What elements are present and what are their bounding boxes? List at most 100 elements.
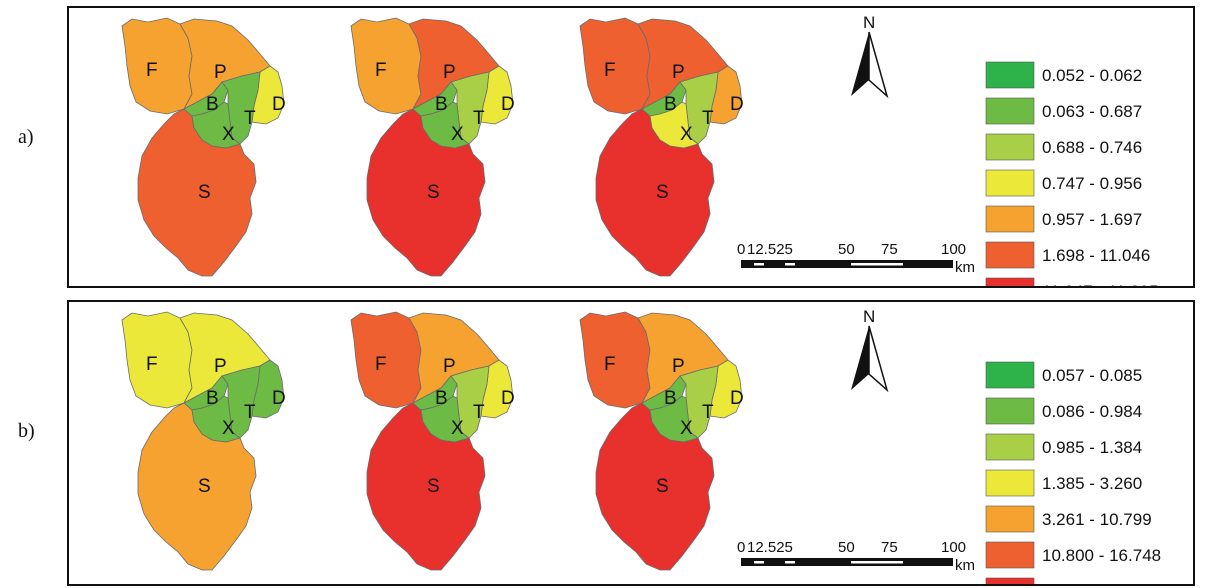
scale-unit: km (955, 557, 975, 574)
region-label-p: P (214, 356, 227, 377)
region-label-t: T (702, 108, 714, 129)
north-arrow-left (851, 32, 869, 96)
region-label-d: D (272, 94, 286, 115)
region-label-s: S (656, 182, 669, 203)
region-label-p: P (443, 62, 456, 83)
scale-tick-label: 12.525 (747, 241, 793, 258)
legend-swatch (985, 169, 1035, 197)
legend-swatch (985, 433, 1035, 461)
region-label-s: S (656, 476, 669, 497)
north-label: N (863, 307, 875, 326)
scale-tick-label: 75 (881, 241, 898, 258)
map-panel-b: F P S B D T X F P S B D T X F P S B D T X N 0.057 - 0.085 0.086… (67, 300, 1195, 586)
region-label-t: T (473, 402, 485, 423)
region-label-s: S (427, 476, 440, 497)
region-label-t: T (244, 402, 256, 423)
region-x (649, 101, 699, 149)
choropleth-map-3: F P S B DTX (579, 311, 744, 571)
legend-label: 0.985 - 1.384 (1042, 438, 1142, 457)
north-arrow-icon: N (851, 307, 889, 393)
legend-swatch (985, 205, 1035, 233)
region-label-x: X (222, 418, 235, 439)
region-label-b: B (664, 388, 677, 409)
legend-swatch (985, 277, 1035, 286)
legend-label: 0.086 - 0.984 (1042, 402, 1142, 421)
region-label-d: D (501, 94, 515, 115)
legend-swatch (985, 397, 1035, 425)
legend-label: 10.800 - 16.748 (1042, 546, 1161, 565)
legend-swatch (985, 505, 1035, 533)
region-label-t: T (473, 108, 485, 129)
region-label-p: P (443, 356, 456, 377)
legend-swatch (985, 61, 1035, 89)
north-arrow-left (851, 326, 869, 390)
legend-label: 0.747 - 0.956 (1042, 174, 1142, 193)
legend-label: 1.698 - 11.046 (1042, 246, 1150, 265)
region-label-b: B (206, 388, 219, 409)
region-x (649, 395, 699, 443)
legend: 0.057 - 0.085 0.086 - 0.984 0.985 - 1.384 1… (985, 361, 1161, 584)
region-label-d: D (730, 388, 744, 409)
region-label-b: B (206, 94, 219, 115)
north-arrow-right (868, 31, 889, 99)
choropleth-map-2: F P S B DTX (350, 311, 515, 571)
legend-swatch (985, 361, 1035, 389)
scale-tick-label: 100 (941, 241, 966, 258)
region-label-b: B (664, 94, 677, 115)
region-label-f: F (604, 60, 616, 81)
region-x (420, 101, 470, 149)
region-label-p: P (672, 356, 685, 377)
row-label-a: a) (18, 126, 34, 148)
region-label-f: F (146, 60, 158, 81)
north-arrow-right (868, 325, 889, 393)
north-arrow-icon: N (851, 13, 889, 99)
region-label-f: F (604, 354, 616, 375)
legend-label: 0.063 - 0.687 (1042, 102, 1142, 121)
scale-tick-label: 12.525 (747, 539, 793, 556)
row-label-b: b) (18, 420, 35, 442)
region-label-x: X (680, 418, 693, 439)
region-label-d: D (272, 388, 286, 409)
region-label-t: T (702, 402, 714, 423)
region-label-b: B (435, 94, 448, 115)
legend-swatch (985, 469, 1035, 497)
scale-tick-label: 0 (737, 241, 745, 258)
legend-swatch (985, 241, 1035, 269)
region-label-f: F (375, 354, 387, 375)
region-label-p: P (672, 62, 685, 83)
region-label-d: D (501, 388, 515, 409)
map-panel-a: F P S B D T X F P S B D T X F P S B D T X N 0.052 - 0.062 0.063… (67, 6, 1195, 288)
region-label-s: S (427, 182, 440, 203)
scale-tick-label: 75 (881, 539, 898, 556)
legend-label: 1.385 - 3.260 (1042, 474, 1142, 493)
choropleth-map-1: F P S B DTX (121, 17, 286, 277)
legend-label: 3.261 - 10.799 (1042, 510, 1152, 529)
scale-bar: 0 50 75 100 12.525 km (737, 241, 975, 276)
region-x (191, 101, 241, 149)
choropleth-map-1: F P S B DTX (121, 311, 286, 571)
north-label: N (863, 13, 875, 32)
scale-tick-label: 0 (737, 539, 745, 556)
legend-label: 16.749 - 22.427 (1042, 582, 1161, 584)
legend-swatch (985, 541, 1035, 569)
legend-label: 0.957 - 1.697 (1042, 210, 1142, 229)
region-label-x: X (451, 418, 464, 439)
region-label-s: S (198, 182, 211, 203)
legend-label: 11.047 - 11.895 (1042, 282, 1159, 286)
choropleth-map-3: F P S B DTX (579, 17, 744, 277)
region-label-p: P (214, 62, 227, 83)
region-label-b: B (435, 388, 448, 409)
legend-label: 0.057 - 0.085 (1042, 366, 1142, 385)
legend: 0.052 - 0.062 0.063 - 0.687 0.688 - 0.746 0… (985, 61, 1159, 286)
scale-tick-label: 50 (838, 241, 855, 258)
region-x (191, 395, 241, 443)
scale-unit: km (955, 259, 975, 276)
legend-swatch (985, 577, 1035, 584)
region-x (420, 395, 470, 443)
legend-swatch (985, 133, 1035, 161)
scale-tick-label: 100 (941, 539, 966, 556)
legend-label: 0.688 - 0.746 (1042, 138, 1142, 157)
region-label-f: F (146, 354, 158, 375)
